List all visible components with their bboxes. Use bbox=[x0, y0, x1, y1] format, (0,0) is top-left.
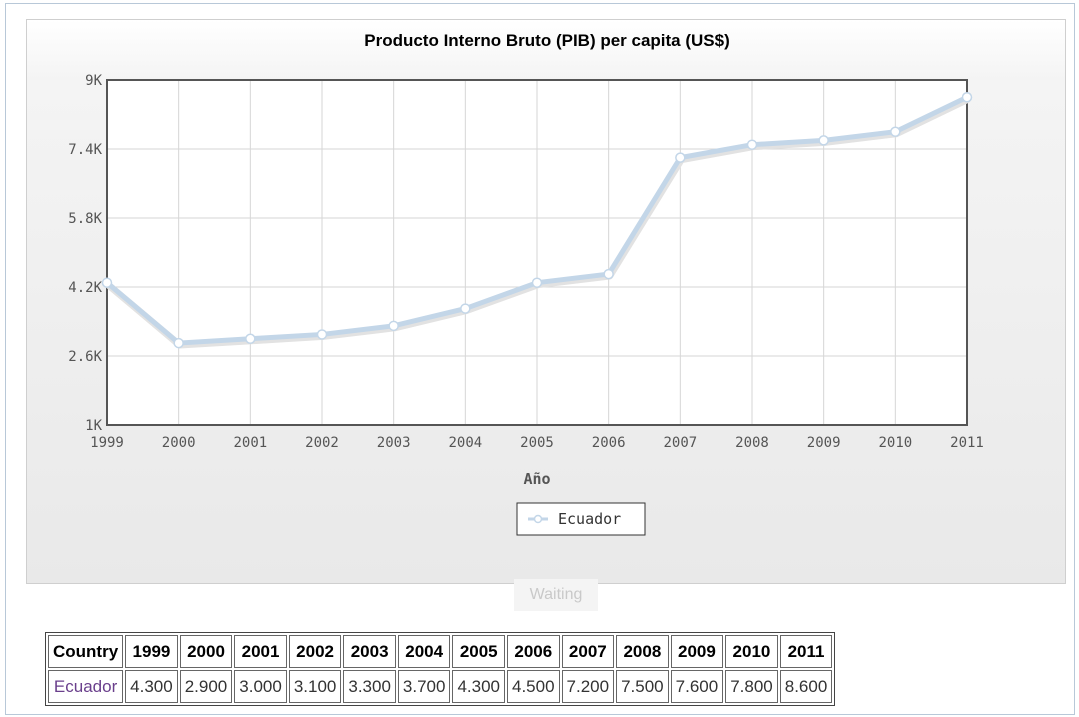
data-point-ecuador-2006 bbox=[603, 268, 614, 280]
waiting-button[interactable]: Waiting bbox=[514, 579, 598, 611]
table-header-year: 2000 bbox=[179, 635, 233, 668]
page-frame: Producto Interno Bruto (PIB) per capita … bbox=[5, 3, 1075, 715]
x-tick-label: 1999 bbox=[90, 435, 124, 451]
y-tick-label: 9K bbox=[85, 73, 102, 89]
y-tick-label: 2.6K bbox=[68, 349, 102, 365]
x-tick-label: 2007 bbox=[663, 435, 697, 451]
table-cell-value: 2.900 bbox=[179, 670, 233, 703]
table-cell-country-link[interactable]: Ecuador bbox=[48, 670, 124, 703]
table-cell-value: 4.300 bbox=[125, 670, 178, 703]
table-cell-value: 4.300 bbox=[452, 670, 505, 703]
data-point-ecuador-2000 bbox=[173, 337, 184, 349]
x-tick-label: 2004 bbox=[448, 435, 482, 451]
x-axis-label: Año bbox=[523, 470, 550, 488]
legend-swatch-marker bbox=[533, 514, 543, 524]
data-point-ecuador-2011 bbox=[961, 92, 973, 103]
data-point-ecuador-2001 bbox=[245, 333, 256, 344]
x-tick-label: 2000 bbox=[162, 435, 196, 451]
table-header-year: 2006 bbox=[507, 635, 560, 668]
data-point-ecuador-2008 bbox=[746, 139, 758, 150]
table-row: Ecuador 4.300 2.900 3.000 3.100 3.300 3.700 4.3… bbox=[48, 670, 833, 703]
x-tick-label: 2005 bbox=[520, 435, 554, 451]
data-point-ecuador-2004 bbox=[460, 303, 471, 314]
x-tick-label: 2006 bbox=[592, 435, 626, 451]
chart-title: Producto Interno Bruto (PIB) per capita … bbox=[364, 31, 730, 50]
table-cell-value: 7.200 bbox=[561, 670, 615, 703]
y-tick-label: 1K bbox=[85, 418, 102, 434]
x-tick-label: 2010 bbox=[878, 435, 912, 451]
table-cell-value: 4.500 bbox=[507, 670, 560, 703]
data-point-ecuador-2003 bbox=[388, 320, 399, 332]
y-tick-label: 7.4K bbox=[68, 142, 102, 158]
table-cell-value: 7.500 bbox=[616, 670, 669, 703]
table-cell-value: 7.800 bbox=[725, 670, 778, 703]
table-header-year: 2004 bbox=[397, 635, 451, 668]
data-point-ecuador-2005 bbox=[531, 277, 543, 288]
table-header-year: 1999 bbox=[125, 635, 178, 668]
data-point-ecuador-2010 bbox=[890, 126, 901, 137]
y-tick-label: 5.8K bbox=[68, 211, 102, 227]
x-tick-label: 2002 bbox=[305, 435, 339, 451]
x-tick-label: 2009 bbox=[807, 435, 841, 451]
table-cell-value: 3.300 bbox=[343, 670, 396, 703]
table-header-year: 2007 bbox=[561, 635, 615, 668]
table-header-year: 2011 bbox=[779, 635, 833, 668]
table-cell-value: 3.000 bbox=[234, 670, 287, 703]
table-header-year: 2009 bbox=[670, 635, 724, 668]
table-header-year: 2002 bbox=[288, 635, 342, 668]
legend: Ecuador bbox=[516, 502, 646, 536]
table-header-year: 2008 bbox=[616, 635, 669, 668]
table-cell-value: 3.100 bbox=[288, 670, 342, 703]
table-cell-value: 8.600 bbox=[779, 670, 833, 703]
data-point-ecuador-2007 bbox=[675, 152, 686, 163]
data-table: Country 1999 2000 2001 2002 2003 2004 2005 2006… bbox=[45, 632, 836, 706]
plot-area-border bbox=[106, 79, 968, 426]
legend-label: Ecuador bbox=[558, 510, 621, 528]
x-tick-label: 2001 bbox=[233, 435, 267, 451]
table-cell-value: 7.600 bbox=[670, 670, 724, 703]
y-tick-label: 4.2K bbox=[68, 280, 102, 296]
x-tick-label: 2008 bbox=[735, 435, 769, 451]
chart-panel: Producto Interno Bruto (PIB) per capita … bbox=[26, 19, 1066, 584]
table-header-year: 2003 bbox=[343, 635, 396, 668]
table-header-year: 2001 bbox=[234, 635, 287, 668]
x-tick-label: 2003 bbox=[377, 435, 411, 451]
data-point-ecuador-2002 bbox=[316, 329, 328, 340]
data-point-ecuador-2009 bbox=[818, 135, 829, 146]
x-tick-label: 2011 bbox=[950, 435, 984, 451]
table-header-country: Country bbox=[48, 635, 124, 668]
data-point-ecuador-1999 bbox=[101, 277, 113, 288]
line-chart: Producto Interno Bruto (PIB) per capita … bbox=[68, 31, 984, 536]
table-header-row: Country 1999 2000 2001 2002 2003 2004 2005 2006… bbox=[48, 635, 833, 668]
table-cell-value: 3.700 bbox=[397, 670, 451, 703]
table-header-year: 2010 bbox=[725, 635, 778, 668]
table-header-year: 2005 bbox=[452, 635, 505, 668]
